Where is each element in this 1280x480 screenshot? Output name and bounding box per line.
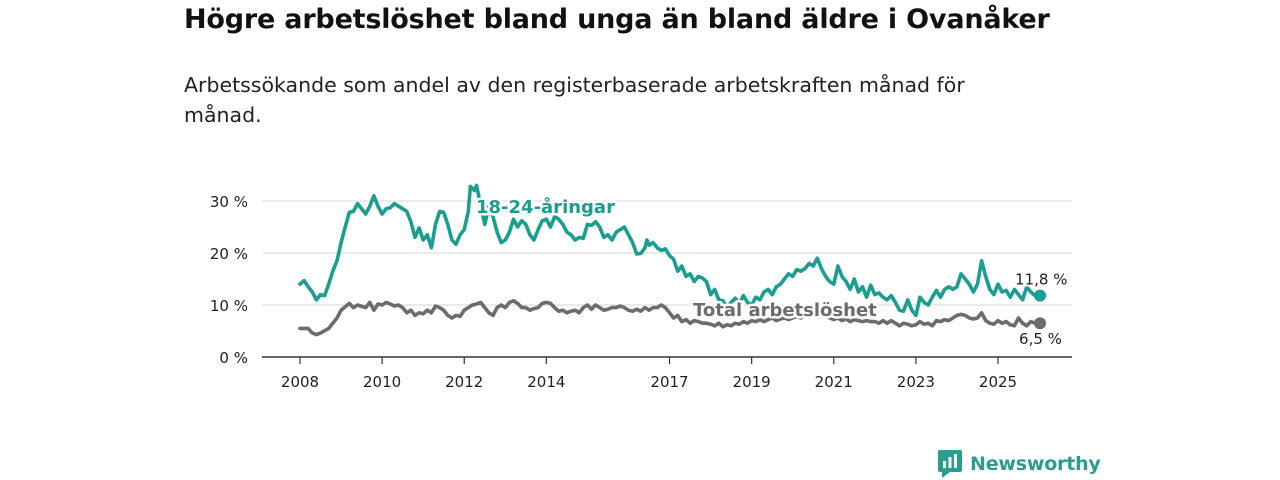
chart-title: Högre arbetslöshet bland unga än bland ä… [184, 4, 1050, 35]
y-tick-label: 0 % [219, 349, 248, 367]
x-tick-label: 2019 [733, 373, 771, 391]
end-point-youth [1034, 289, 1047, 302]
y-tick-label: 10 % [210, 297, 248, 315]
end-label-total: 6,5 % [1019, 330, 1062, 348]
x-tick-label: 2012 [445, 373, 483, 391]
series-label-total: Total arbetslöshet [693, 300, 877, 321]
brand-name: Newsworthy [970, 453, 1101, 475]
x-tick-label: 2014 [527, 373, 565, 391]
series-labels: 18-24-åringar 11,8 % Total arbetslöshet 6,5… [474, 194, 1070, 351]
y-tick-label: 30 % [210, 193, 248, 211]
x-tick-label: 2010 [363, 373, 401, 391]
x-tick-label: 2021 [815, 373, 853, 391]
series-line-youth [298, 183, 1041, 318]
chart-subtitle: Arbetssökande som andel av den registerb… [184, 73, 965, 127]
end-label-youth: 11,8 % [1015, 271, 1067, 289]
newsworthy-logo-icon [938, 450, 962, 478]
series-lines [298, 183, 1047, 337]
series-line-total [298, 299, 1041, 337]
x-axis-ticks: 2008 2010 2012 2014 2017 2019 2021 2023 2025 [281, 357, 1017, 391]
x-tick-label: 2025 [979, 373, 1017, 391]
x-tick-label: 2023 [897, 373, 935, 391]
brand-logo: Newsworthy [938, 449, 1101, 479]
x-tick-label: 2017 [650, 373, 688, 391]
x-tick-label: 2008 [281, 373, 319, 391]
y-axis-ticks: 0 % 10 % 20 % 30 % [210, 193, 248, 367]
y-tick-label: 20 % [210, 245, 248, 263]
end-point-total [1034, 317, 1047, 330]
series-label-youth: 18-24-åringar [476, 196, 615, 218]
